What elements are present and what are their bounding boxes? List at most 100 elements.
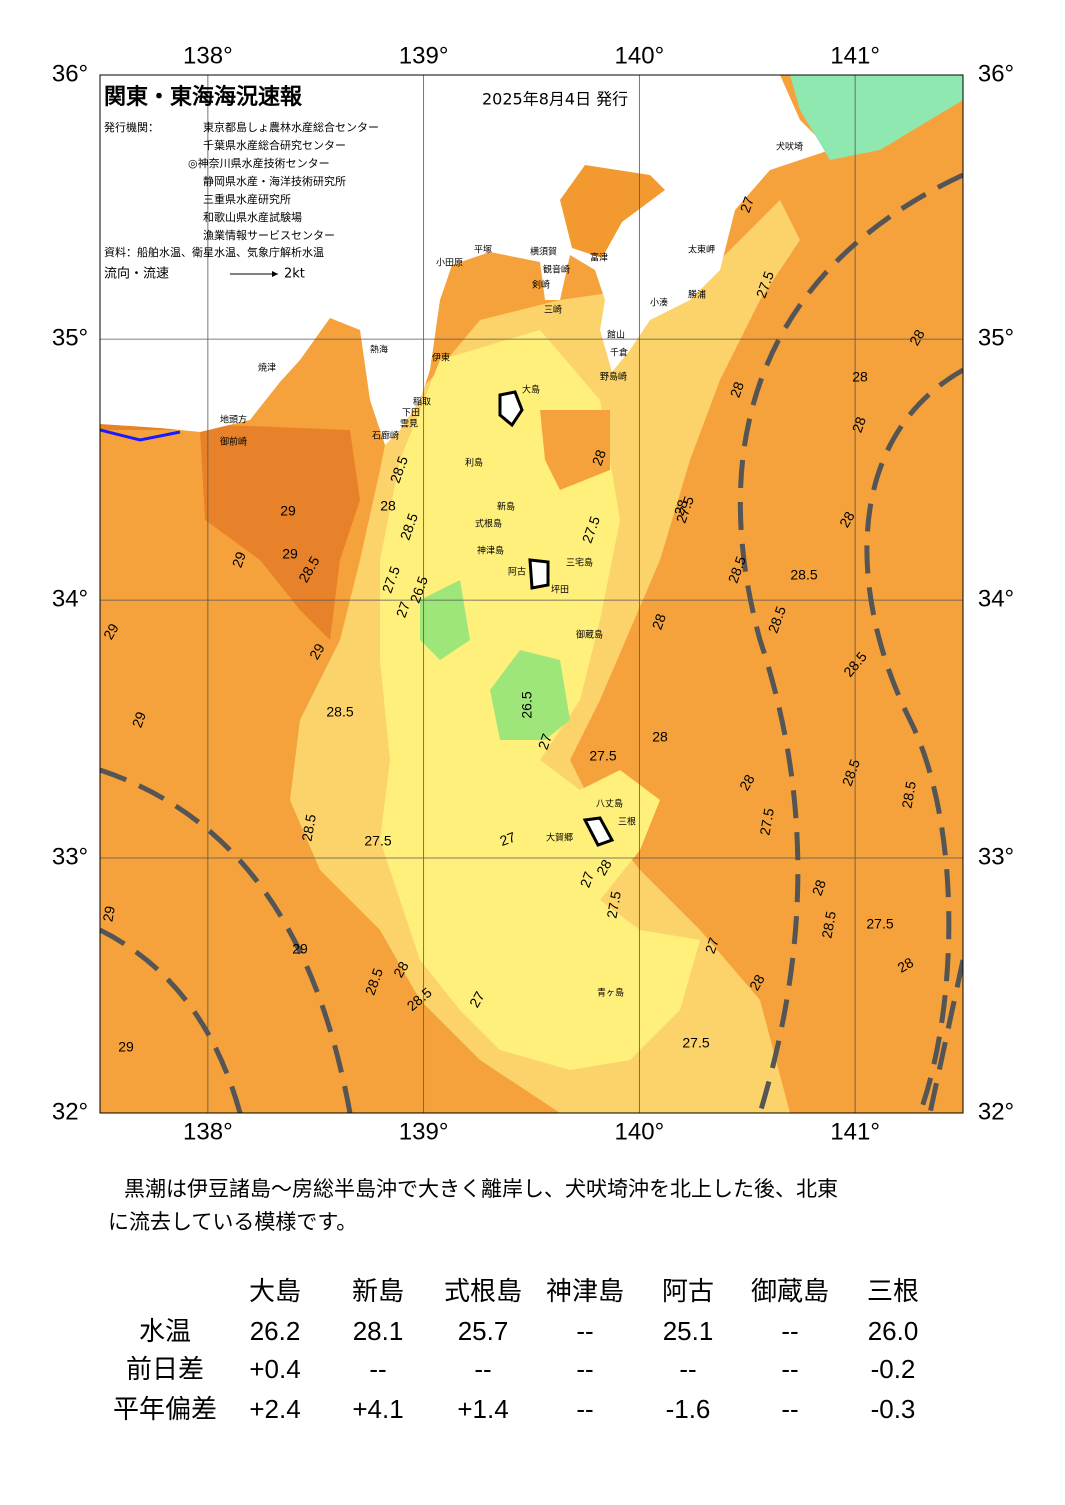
lon-label: 141° <box>830 1118 880 1145</box>
agency: 和歌山県水産試験場 <box>203 210 302 224</box>
place-name: 剣崎 <box>532 279 550 291</box>
comment: に流去している模様です。 <box>108 1210 357 1234</box>
lat-label: 35° <box>52 325 88 352</box>
place-name: 阿古 <box>508 566 526 578</box>
contour-label: 28 <box>852 369 868 385</box>
place-name: 横須賀 <box>530 246 557 258</box>
place-name: 利島 <box>465 457 483 469</box>
table-cell: +0.4 <box>249 1354 300 1384</box>
table-cell: -- <box>781 1354 798 1384</box>
place-name: 三宅島 <box>566 557 593 569</box>
contour-label: 27.5 <box>603 890 624 920</box>
map-area <box>100 75 963 1113</box>
lat-label: 34° <box>978 585 1014 612</box>
agency-label: 発行機関： <box>104 120 159 134</box>
table-header: 新島 <box>352 1276 404 1306</box>
lat-label: 35° <box>978 325 1014 352</box>
contour-label: 27 <box>702 935 722 955</box>
green-patch <box>490 650 570 740</box>
place-name: 式根島 <box>475 518 502 530</box>
table-header: 神津島 <box>546 1276 624 1306</box>
lat-label: 34° <box>52 585 88 612</box>
agency: 漁業情報サービスセンター <box>203 228 335 242</box>
lat-label: 36° <box>978 60 1014 87</box>
table-cell: -- <box>576 1316 593 1346</box>
place-name: 勝浦 <box>688 289 706 301</box>
place-name: 大賀郷 <box>546 832 573 844</box>
contour-label: 27 <box>737 194 757 214</box>
kuroshio-edge <box>100 767 353 1113</box>
kuroshio-edge <box>927 959 963 1113</box>
lat-label: 33° <box>978 843 1014 870</box>
contour-label: 27 <box>577 869 597 889</box>
source: 資料：船舶水温、衛星水温、気象庁解析水温 <box>104 245 324 259</box>
contour-label: 28 <box>906 326 928 348</box>
table-header: 阿古 <box>662 1276 714 1306</box>
kuroshio-edge <box>864 367 963 1113</box>
lon-label: 139° <box>399 1118 449 1145</box>
kuroshio-axis <box>737 172 963 1113</box>
place-name: 伊東 <box>432 352 450 364</box>
lat-label: 32° <box>52 1098 88 1125</box>
table-cell: -- <box>474 1354 491 1384</box>
place-name: 犬吠埼 <box>776 141 803 153</box>
warm-zone <box>100 420 360 640</box>
legend-label: 流向・流速 <box>104 266 169 282</box>
place-name: 石廊崎 <box>372 430 399 442</box>
place-name: 御前崎 <box>220 436 247 448</box>
contour-label: 27.5 <box>756 807 777 837</box>
place-name: 野島崎 <box>600 371 627 383</box>
contour-label: 28 <box>671 497 691 517</box>
bay <box>560 165 665 258</box>
table-header: 式根島 <box>444 1276 522 1306</box>
contour-label: 28.5 <box>298 813 319 843</box>
place-name: 大島 <box>522 384 540 396</box>
lon-label: 138° <box>183 42 233 69</box>
row-label: 水温 <box>139 1316 191 1346</box>
contour-label: 27.5 <box>364 833 391 849</box>
agency: 静岡県水産・海洋技術研究所 <box>203 174 346 188</box>
issue-date: 2025年8月4日 発行 <box>482 90 628 109</box>
place-name: 平塚 <box>474 245 492 256</box>
contour-label: 28 <box>593 856 615 878</box>
contour-label: 26.5 <box>519 691 535 718</box>
contour-label: 29 <box>99 905 117 923</box>
table-header: 大島 <box>249 1276 301 1306</box>
contour-label: 28.5 <box>790 567 817 583</box>
agency: 千葉県水産総合研究センター <box>203 138 346 152</box>
contour-label: 28 <box>649 611 669 631</box>
table-cell: 26.2 <box>250 1316 301 1346</box>
land <box>100 75 830 445</box>
map-frame <box>99 74 964 1114</box>
contour-label: 28.5 <box>326 704 353 720</box>
place-name: 坪田 <box>551 585 569 596</box>
isotherm <box>100 428 181 442</box>
place-name: 観音崎 <box>543 264 570 276</box>
agency: ◎神奈川県水産技術センター <box>188 156 330 170</box>
place-name: 富津 <box>590 252 608 264</box>
table-header: 三根 <box>867 1276 919 1306</box>
table-cell: -0.2 <box>871 1354 916 1384</box>
table-cell: -- <box>369 1354 386 1384</box>
table-cell: -- <box>781 1394 798 1424</box>
contour-label: 29 <box>118 1039 134 1055</box>
row-label: 平年偏差 <box>113 1394 217 1424</box>
cold-water <box>790 75 963 160</box>
contour-label: 28 <box>390 958 412 980</box>
table-cell: 25.7 <box>458 1316 509 1346</box>
table-cell: -- <box>576 1394 593 1424</box>
contour-label: 28 <box>836 508 858 530</box>
contour-label: 28.5 <box>818 910 839 940</box>
table-cell: 25.1 <box>663 1316 714 1346</box>
contour-label: 28 <box>746 971 768 993</box>
contour-label: 28 <box>809 877 829 897</box>
lat-label: 32° <box>978 1098 1014 1125</box>
place-name: 御蔵島 <box>576 629 603 641</box>
place-name: 神津島 <box>477 545 504 557</box>
island <box>582 816 615 847</box>
place-name: 館山 <box>607 329 625 341</box>
warm-patch <box>540 410 610 490</box>
contour-label: 29 <box>229 549 249 569</box>
agency: 三重県水産研究所 <box>203 192 291 206</box>
